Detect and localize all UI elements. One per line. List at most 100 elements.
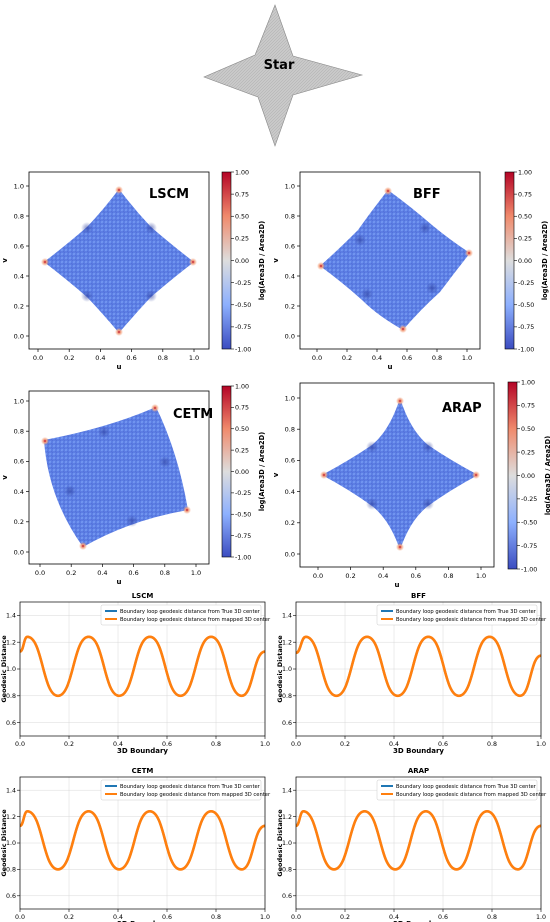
- x-tick-label: 0.8: [211, 741, 221, 748]
- low-area-spot: [419, 222, 431, 234]
- line-charts-layer: 0.0 0.2 0.4 0.6 0.8 1.0 0.6 0.8 1.0 1.2 1.4 LSCM 3D …: [0, 592, 547, 922]
- x-tick-label: 0.8: [487, 741, 497, 748]
- y-tick-label: 0.8: [285, 426, 295, 434]
- colorbar-tick-label: 0.50: [235, 214, 249, 221]
- y-tick-label: 1.0: [14, 182, 24, 190]
- corner-hotspot: [115, 186, 123, 194]
- y-tick-label: 1.0: [6, 840, 16, 847]
- param-panel-bff: BFF: [299, 171, 481, 350]
- colorbar-tick-label: 0.75: [518, 191, 532, 198]
- chart-title: CETM: [132, 767, 154, 775]
- low-area-spot: [361, 288, 373, 300]
- x-tick-label: 0.6: [162, 914, 172, 921]
- x-tick-label: 0.0: [35, 569, 45, 577]
- x-tick-label: 1.0: [189, 354, 199, 362]
- x-axis-label: u: [117, 578, 122, 586]
- y-tick-label: 1.4: [6, 613, 16, 620]
- corner-hotspot: [384, 187, 392, 195]
- x-tick-label: 1.0: [536, 741, 546, 748]
- x-tick-label: 0.2: [340, 741, 350, 748]
- y-tick-label: 0.2: [14, 302, 24, 310]
- line-chart: 0.0 0.2 0.4 0.6 0.8 1.0 0.6 0.8 1.0 1.2 1.4 ARAP 3D …: [276, 767, 547, 922]
- x-tick-label: 0.6: [162, 741, 172, 748]
- y-tick-label: 1.4: [282, 787, 292, 794]
- legend-box: [376, 779, 538, 801]
- colorbar-tick-label: 0.00: [235, 469, 249, 476]
- x-tick-label: 1.0: [476, 572, 486, 580]
- low-area-spot: [354, 234, 366, 246]
- y-tick-label: 0.2: [285, 519, 295, 527]
- corner-hotspot: [41, 437, 49, 445]
- line-chart: 0.0 0.2 0.4 0.6 0.8 1.0 0.6 0.8 1.0 1.2 1.4 LSCM 3D …: [0, 592, 271, 755]
- chart-title: BFF: [411, 592, 426, 600]
- colorbar-tick-label: -0.75: [518, 324, 534, 331]
- y-tick-label: 0.0: [285, 332, 295, 340]
- corner-hotspot: [317, 262, 325, 270]
- x-axis-label: 3D Boundary: [117, 747, 168, 755]
- legend: Boundary loop geodesic distance from Tru…: [100, 604, 271, 626]
- method-label: CETM: [173, 407, 213, 422]
- x-tick-label: 1.0: [260, 914, 270, 921]
- y-tick-label: 1.2: [6, 639, 16, 646]
- low-area-spot: [422, 498, 434, 510]
- y-tick-label: 0.8: [6, 867, 16, 874]
- y-tick-label: 0.8: [14, 428, 24, 436]
- colorbar-gradient: [221, 385, 232, 558]
- colorbar: 1.00 0.75 0.50 0.25 0.00 -0.25 -0.50 -0.75 -1.00…: [221, 383, 266, 561]
- param-panel-arap: ARAP: [299, 382, 495, 568]
- param-axes: 0.0 0.2 0.4 0.6 0.8 1.0 0.0 0.2 0.4 0.6 0.8 1.0 u v: [272, 182, 472, 371]
- x-tick-label: 0.4: [389, 741, 399, 748]
- y-tick-label: 0.6: [282, 893, 292, 900]
- x-tick-label: 0.2: [64, 741, 74, 748]
- x-tick-label: 0.2: [64, 354, 74, 362]
- y-axis-label: Geodesic Distance: [276, 809, 284, 877]
- method-label: ARAP: [442, 401, 482, 416]
- y-tick-label: 0.0: [14, 548, 24, 556]
- x-tick-label: 0.8: [158, 354, 168, 362]
- low-area-spot: [98, 426, 110, 438]
- method-label: BFF: [413, 187, 441, 202]
- x-tick-label: 0.4: [372, 354, 382, 362]
- x-tick-label: 0.4: [95, 354, 105, 362]
- y-tick-label: 0.4: [14, 488, 24, 496]
- x-tick-label: 1.0: [260, 741, 270, 748]
- method-label: LSCM: [149, 187, 189, 202]
- y-tick-label: 0.8: [285, 212, 295, 220]
- colorbar: 1.00 0.75 0.50 0.25 0.00 -0.25 -0.50 -0.75 -1.00…: [504, 169, 549, 353]
- x-tick-label: 0.8: [432, 354, 442, 362]
- y-tick-label: 0.2: [285, 302, 295, 310]
- y-tick-label: 0.4: [14, 272, 24, 280]
- y-tick-label: 1.2: [282, 639, 292, 646]
- x-axis-label: 3D Boundary: [393, 747, 444, 755]
- x-tick-label: 0.2: [345, 572, 355, 580]
- y-tick-label: 0.2: [14, 518, 24, 526]
- series-line: [19, 810, 266, 871]
- low-area-spot: [422, 441, 434, 453]
- corner-hotspot: [399, 325, 407, 333]
- series-line: [295, 635, 542, 698]
- y-tick-label: 1.0: [285, 394, 295, 402]
- colorbar-tick-label: 1.00: [521, 379, 535, 386]
- x-axis-label: u: [388, 363, 393, 371]
- mesh-shape: [322, 398, 478, 550]
- legend: Boundary loop geodesic distance from Tru…: [100, 779, 271, 801]
- y-tick-label: 0.0: [14, 332, 24, 340]
- x-tick-label: 0.2: [340, 914, 350, 921]
- y-tick-label: 0.8: [282, 867, 292, 874]
- line-chart: 0.0 0.2 0.4 0.6 0.8 1.0 0.6 0.8 1.0 1.2 1.4 BFF 3D B…: [276, 592, 547, 755]
- low-area-spot: [145, 222, 157, 234]
- y-tick-label: 0.6: [14, 458, 24, 466]
- corner-hotspot: [396, 397, 404, 405]
- x-tick-label: 1.0: [191, 569, 201, 577]
- y-tick-label: 0.8: [282, 693, 292, 700]
- legend-label: Boundary loop geodesic distance from Tru…: [396, 609, 537, 615]
- colorbar-tick-label: -1.00: [521, 566, 537, 573]
- colorbar-tick-label: 0.75: [521, 403, 535, 410]
- mesh-shape: [44, 189, 194, 333]
- low-area-spot: [145, 290, 157, 302]
- y-tick-label: 1.0: [285, 182, 295, 190]
- colorbar-tick-label: -1.00: [235, 346, 251, 353]
- param-axes-layer: 0.0 0.2 0.4 0.6 0.8 1.00.00.20.40.60.81.0uv0.…: [1, 182, 486, 589]
- colorbar-gradient: [507, 381, 518, 570]
